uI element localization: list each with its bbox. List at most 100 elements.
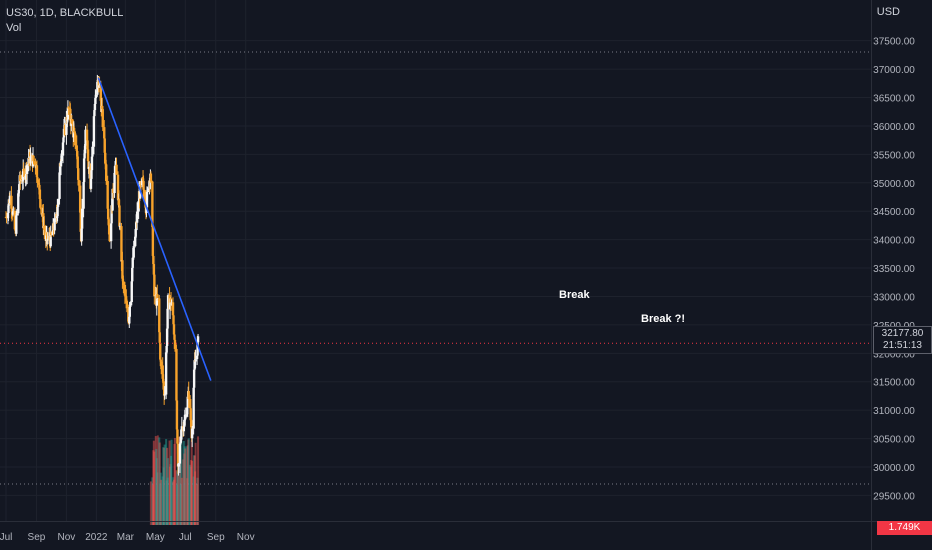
candle-body bbox=[103, 127, 106, 139]
candle-body bbox=[15, 215, 18, 234]
y-tick-label: 36000.00 bbox=[873, 122, 915, 133]
candle-body bbox=[111, 188, 115, 194]
candle-body bbox=[34, 161, 37, 167]
candle-body bbox=[65, 116, 68, 135]
candle-body bbox=[176, 429, 179, 444]
candle-body bbox=[101, 109, 104, 128]
candle-body bbox=[173, 339, 177, 349]
candle-body bbox=[10, 195, 13, 209]
volume-bar bbox=[187, 438, 190, 525]
candle-body bbox=[84, 129, 87, 146]
candle-body bbox=[132, 246, 135, 258]
volume-bar bbox=[177, 436, 180, 525]
currency-label: USD bbox=[876, 6, 900, 18]
y-tick-label: 31500.00 bbox=[873, 378, 915, 389]
candle-body bbox=[104, 152, 107, 164]
volume-bar bbox=[167, 458, 170, 525]
volume-bar bbox=[197, 436, 200, 525]
candle-body bbox=[106, 208, 110, 220]
candle-body bbox=[184, 416, 187, 420]
candle-body bbox=[86, 140, 89, 150]
candle-body bbox=[178, 444, 182, 464]
volume-bar bbox=[184, 448, 187, 525]
candle-body bbox=[153, 274, 156, 297]
candle-body bbox=[38, 189, 42, 200]
y-tick-label: 32000.00 bbox=[873, 349, 915, 360]
candle-body bbox=[51, 231, 54, 236]
volume-bar bbox=[170, 439, 173, 525]
candle-body bbox=[115, 164, 118, 175]
candle-body bbox=[192, 387, 195, 429]
candle-body bbox=[74, 133, 77, 146]
candle-body bbox=[8, 195, 12, 204]
candle-body bbox=[139, 183, 142, 186]
candle-body bbox=[133, 236, 137, 247]
candle-body bbox=[196, 336, 200, 343]
candle-body bbox=[116, 174, 120, 200]
candle-body bbox=[140, 178, 144, 186]
candle-body bbox=[166, 308, 169, 329]
candle-body bbox=[49, 232, 52, 247]
volume-bar bbox=[173, 437, 176, 525]
candle-body bbox=[120, 226, 123, 262]
candle-body bbox=[109, 223, 113, 242]
candle-body bbox=[73, 131, 76, 134]
volume-bar bbox=[153, 451, 156, 525]
candle-body bbox=[128, 306, 131, 317]
candle-body bbox=[129, 302, 132, 307]
candle-body bbox=[94, 98, 97, 104]
candle-body bbox=[145, 192, 149, 208]
volume-bar bbox=[163, 444, 166, 525]
x-tick-label: Nov bbox=[58, 532, 76, 543]
candle-body bbox=[12, 210, 15, 212]
y-tick-label: 37000.00 bbox=[873, 65, 915, 76]
y-tick-label: 33000.00 bbox=[873, 292, 915, 303]
x-tick-label: Mar bbox=[117, 532, 135, 543]
candle-body bbox=[111, 188, 114, 211]
candle-body bbox=[91, 146, 94, 157]
candle-body bbox=[182, 426, 186, 432]
candle-body bbox=[105, 164, 108, 182]
y-tick-label: 34500.00 bbox=[873, 207, 915, 218]
candle-body bbox=[156, 294, 159, 299]
candle-body bbox=[32, 161, 36, 163]
candle-body bbox=[146, 190, 149, 193]
candle-body bbox=[108, 234, 111, 242]
candle-body bbox=[149, 173, 153, 182]
candle-body bbox=[29, 156, 32, 164]
volume-bar bbox=[149, 481, 152, 525]
candle-body bbox=[118, 226, 122, 228]
y-tick-label: 35500.00 bbox=[873, 150, 915, 161]
candle-body bbox=[70, 119, 74, 124]
candle-body bbox=[39, 207, 43, 209]
candle-body bbox=[187, 391, 190, 399]
candle-body bbox=[106, 181, 109, 209]
candle-body bbox=[93, 103, 97, 111]
candle-body bbox=[98, 85, 101, 88]
volume-bar bbox=[156, 435, 159, 525]
candle-body bbox=[22, 168, 25, 172]
candle-body bbox=[63, 125, 67, 135]
candle-body bbox=[78, 185, 82, 213]
candle-body bbox=[121, 260, 124, 279]
x-tick-label: Jul bbox=[179, 532, 192, 543]
candle-body bbox=[82, 182, 85, 209]
candle-body bbox=[5, 217, 8, 219]
candle-body bbox=[170, 302, 173, 306]
candle-body bbox=[158, 298, 161, 333]
candle-body bbox=[77, 168, 80, 180]
candle-body bbox=[164, 352, 168, 395]
candle-body bbox=[160, 361, 163, 366]
candle-body bbox=[56, 198, 60, 207]
candle-body bbox=[163, 394, 166, 396]
candle-body bbox=[176, 443, 180, 467]
y-tick-label: 31000.00 bbox=[873, 406, 915, 417]
candle-body bbox=[56, 206, 59, 217]
x-tick-label: May bbox=[146, 532, 165, 543]
candle-body bbox=[152, 264, 156, 275]
bar-countdown: 21:51:13 bbox=[883, 340, 922, 351]
candle-body bbox=[125, 300, 129, 309]
candle-body bbox=[82, 158, 86, 183]
symbol-title: US30, 1D, BLACKBULL bbox=[6, 7, 124, 19]
